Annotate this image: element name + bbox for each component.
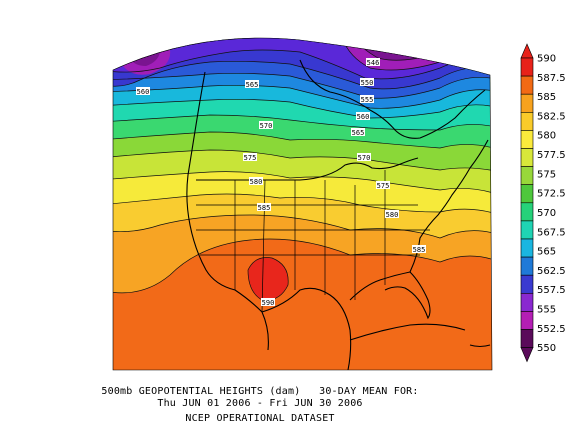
legend-swatch xyxy=(520,292,534,312)
legend-swatch xyxy=(520,75,534,95)
contour-label: 550 xyxy=(360,78,374,87)
contour-label: 560 xyxy=(356,112,370,121)
svg-text:585: 585 xyxy=(258,204,271,212)
band-550 xyxy=(365,38,455,51)
contour-label: 585 xyxy=(412,245,426,254)
legend-label: 555 xyxy=(537,304,556,315)
legend-swatch xyxy=(520,166,534,186)
legend-label: 587.5 xyxy=(537,73,565,84)
legend-swatch xyxy=(520,256,534,276)
legend-label: 580 xyxy=(537,131,556,142)
legend-label: 575 xyxy=(537,169,556,180)
contour-lines xyxy=(113,38,492,301)
legend-swatch xyxy=(520,57,534,77)
contour-label: 580 xyxy=(385,210,399,219)
svg-text:570: 570 xyxy=(260,122,273,130)
svg-text:585: 585 xyxy=(413,246,426,254)
svg-text:560: 560 xyxy=(357,113,370,121)
coastlines xyxy=(186,59,491,370)
contour-label: 590 xyxy=(261,298,275,307)
legend-swatch xyxy=(520,93,534,113)
legend-label: 572.5 xyxy=(537,189,565,200)
svg-text:565: 565 xyxy=(352,129,365,137)
caption-title: 500mb GEOPOTENTIAL HEIGHTS (dam) 30-DAY … xyxy=(101,386,419,397)
contour-label: 560 xyxy=(136,87,150,96)
svg-text:560: 560 xyxy=(137,88,150,96)
contour-label: 565 xyxy=(245,80,259,89)
height-map xyxy=(112,37,493,371)
legend-swatch xyxy=(520,329,534,348)
legend-swatch xyxy=(520,238,534,258)
band-590 xyxy=(248,257,289,301)
legend-arrow-top xyxy=(520,43,534,59)
legend-swatch xyxy=(520,148,534,167)
legend-label: 570 xyxy=(537,208,556,219)
caption-date-range: Thu JUN 01 2006 - Fri JUN 30 2006 xyxy=(157,398,363,409)
svg-text:580: 580 xyxy=(386,211,399,219)
legend-swatch xyxy=(520,220,534,240)
legend-label: 565 xyxy=(537,247,556,258)
legend-label: 550 xyxy=(537,343,556,354)
legend-label: 557.5 xyxy=(537,285,565,296)
legend-arrow-bottom xyxy=(520,347,534,363)
svg-text:546: 546 xyxy=(367,59,380,67)
contour-label: 575 xyxy=(243,153,257,162)
svg-text:575: 575 xyxy=(244,154,257,162)
caption-dataset: NCEP OPERATIONAL DATASET xyxy=(185,413,335,424)
legend-swatch xyxy=(520,130,534,149)
legend-swatch xyxy=(520,112,534,131)
contour-label: 585 xyxy=(257,203,271,212)
svg-text:590: 590 xyxy=(262,299,275,307)
svg-text:575: 575 xyxy=(377,182,390,190)
svg-text:565: 565 xyxy=(246,81,259,89)
contour-label-group: 546 560 565 550 555 560 565 570 575 570 … xyxy=(136,58,426,307)
legend-label: 567.5 xyxy=(537,227,565,238)
state-borders xyxy=(196,170,430,313)
legend-label: 585 xyxy=(537,92,556,103)
color-legend: 590 587.5 585 582.5 580 577.5 575 572.5 570 567.5… xyxy=(520,43,565,363)
svg-text:570: 570 xyxy=(358,154,371,162)
contour-label: 555 xyxy=(360,95,374,104)
contour-label: 570 xyxy=(259,121,273,130)
map-border xyxy=(112,37,493,371)
legend-label: 582.5 xyxy=(537,111,565,122)
svg-text:555: 555 xyxy=(361,96,374,104)
legend-label: 590 xyxy=(537,54,556,65)
svg-text:580: 580 xyxy=(250,178,263,186)
contour-label: 575 xyxy=(376,181,390,190)
legend-swatch xyxy=(520,184,534,204)
legend-swatch xyxy=(520,311,534,330)
legend-swatch xyxy=(520,202,534,222)
svg-text:550: 550 xyxy=(361,79,374,87)
contour-label: 546 xyxy=(366,58,380,67)
legend-label: 562.5 xyxy=(537,266,565,277)
contour-label: 565 xyxy=(351,128,365,137)
contour-label: 570 xyxy=(357,153,371,162)
contour-label: 580 xyxy=(249,177,263,186)
legend-label: 552.5 xyxy=(537,324,565,335)
legend-swatch xyxy=(520,274,534,294)
legend-label: 577.5 xyxy=(537,150,565,161)
